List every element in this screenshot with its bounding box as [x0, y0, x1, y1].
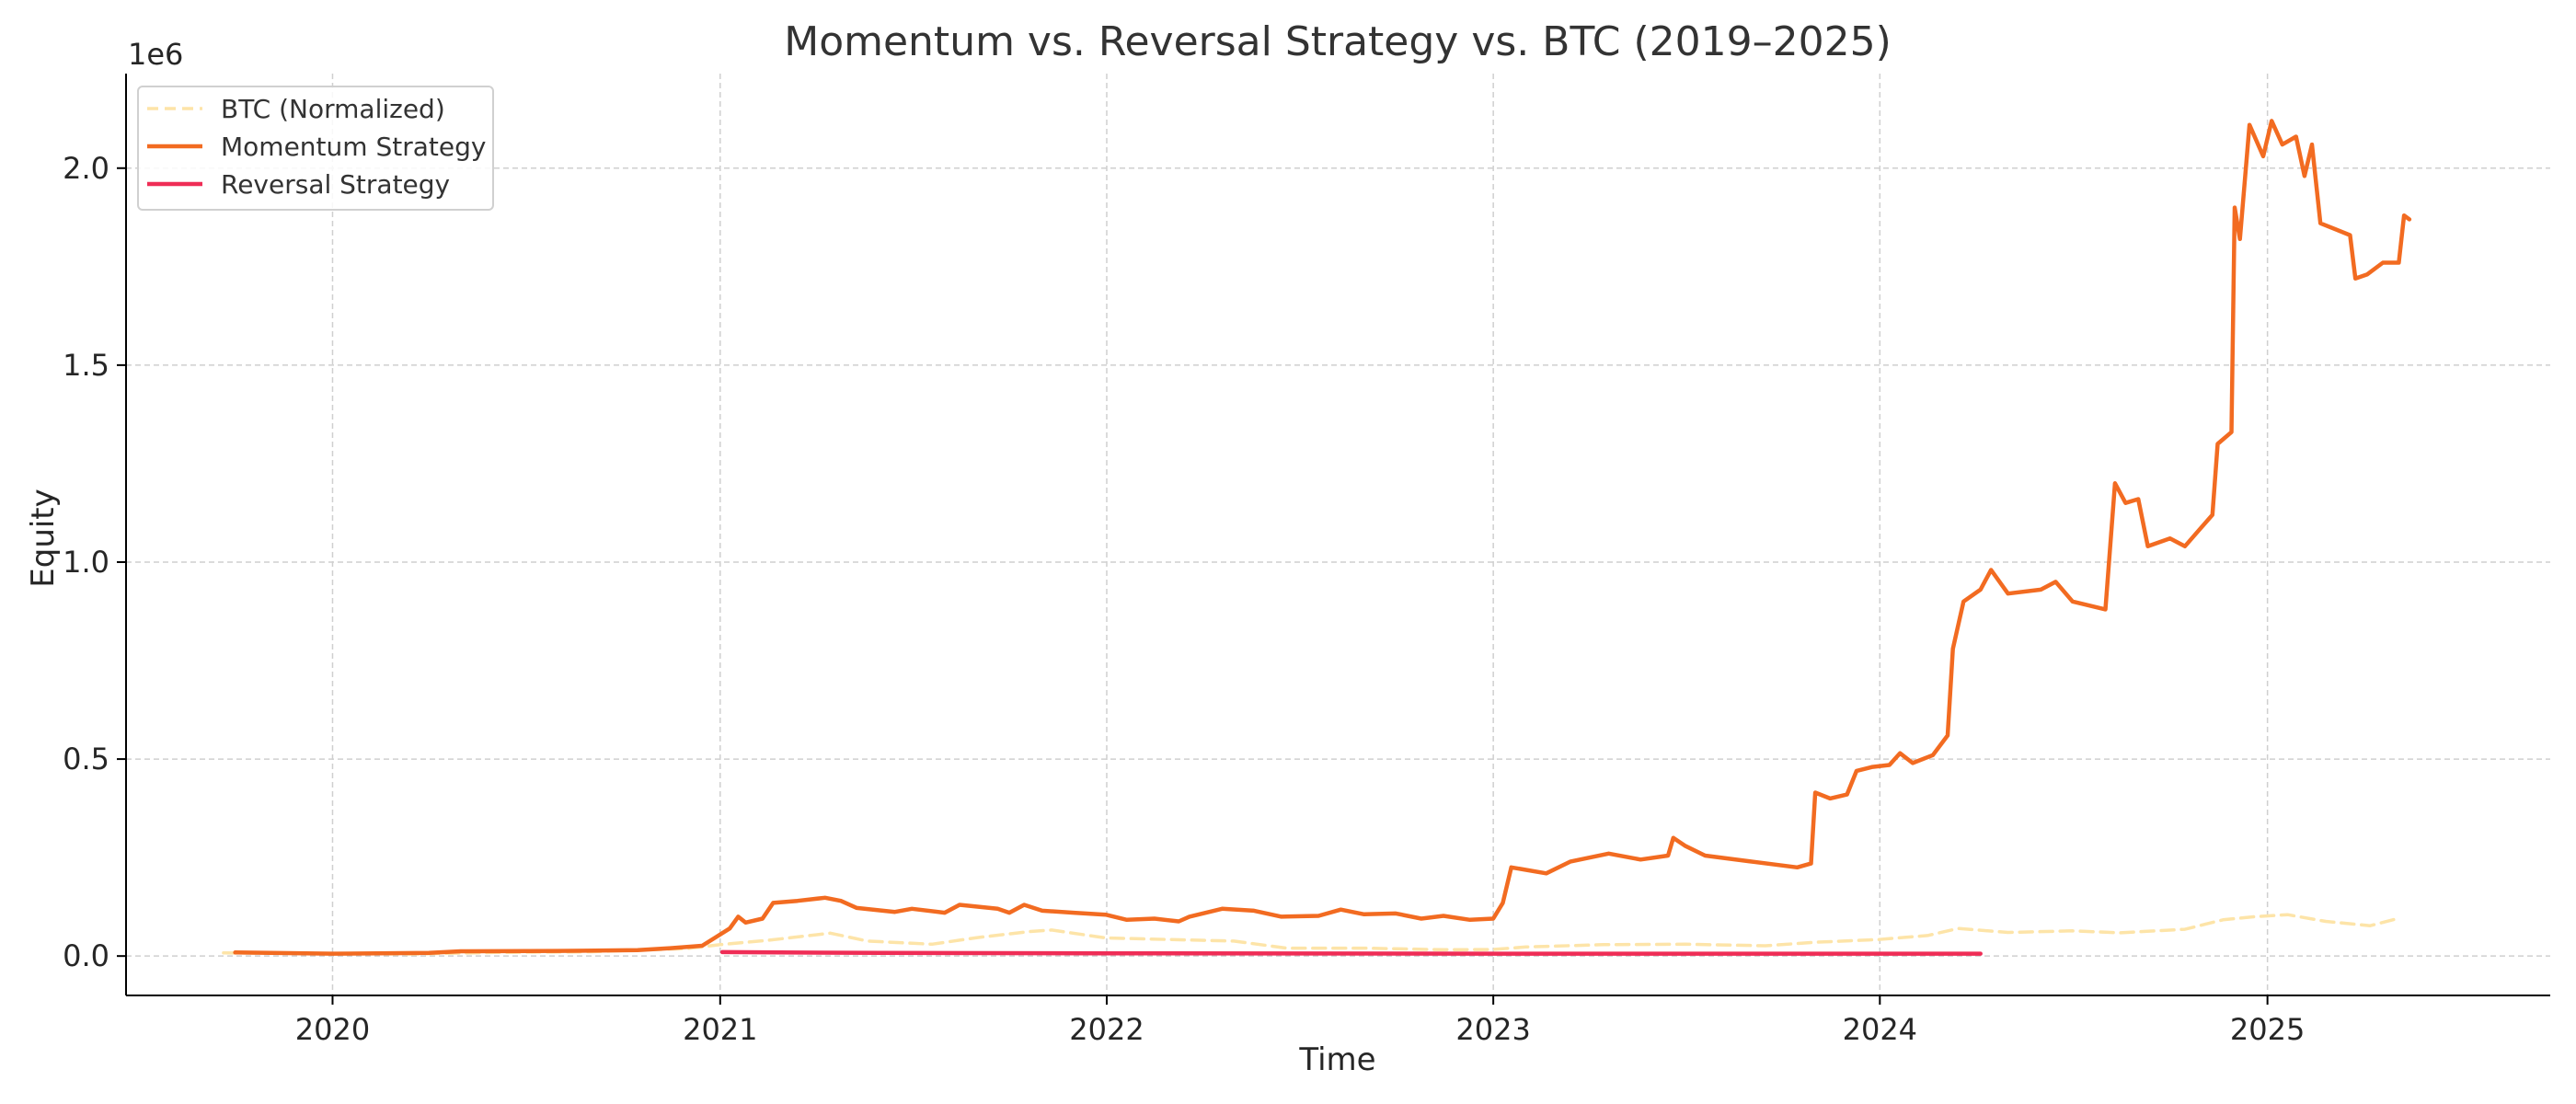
legend-box — [137, 86, 494, 211]
y-tick-label: 0.0 — [63, 938, 109, 973]
x-tick-label: 2023 — [1455, 1012, 1530, 1047]
x-tick-label: 2022 — [1069, 1012, 1144, 1047]
grid — [126, 74, 2550, 995]
series-line-0 — [222, 913, 2401, 956]
legend: BTC (Normalized) Momentum Strategy Reversa… — [137, 86, 494, 211]
y-tick-label: 2.0 — [63, 151, 109, 186]
x-tick-label: 2020 — [295, 1012, 370, 1047]
legend-label: Reversal Strategy — [221, 169, 450, 200]
y-tick-label: 0.5 — [63, 742, 109, 776]
series-line-1 — [233, 119, 2412, 956]
x-axis-label: Time — [1298, 1041, 1375, 1078]
x-tick-label: 2024 — [1843, 1012, 1917, 1047]
chart-title: Momentum vs. Reversal Strategy vs. BTC (… — [784, 18, 1892, 65]
y-tick-label: 1.5 — [63, 348, 109, 383]
y-axis-label: Equity — [25, 489, 62, 588]
legend-label: BTC (Normalized) — [221, 94, 445, 124]
y-tick-label: 1.0 — [63, 545, 109, 580]
series-line-2 — [719, 949, 1983, 956]
x-tick-label: 2021 — [683, 1012, 757, 1047]
axes — [125, 74, 2550, 996]
ticks: 2020 2021 2022 2023 2024 2025 0.0 0.5 1.0 1.5 2.0 — [63, 151, 2305, 1047]
y-offset-label: 1e6 — [128, 37, 183, 72]
legend-label: Momentum Strategy — [221, 132, 486, 162]
series-layer — [222, 119, 2412, 956]
x-tick-label: 2025 — [2230, 1012, 2305, 1047]
